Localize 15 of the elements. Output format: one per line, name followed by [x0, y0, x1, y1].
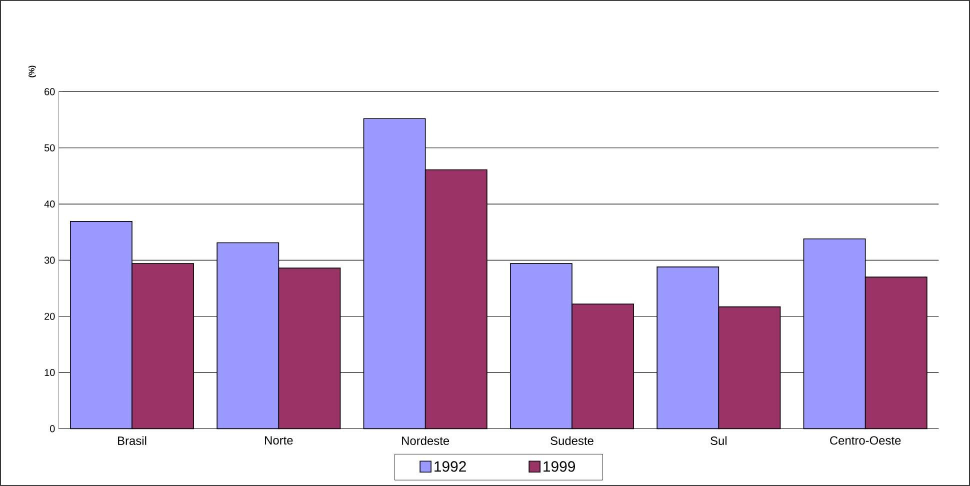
x-tick-label: Sudeste: [550, 436, 594, 445]
y-tick-label: 10: [44, 369, 55, 376]
legend-label: 1992: [434, 461, 466, 472]
x-tick-label: Centro-Oeste: [830, 436, 901, 445]
x-tick-label: Norte: [265, 436, 293, 445]
legend-label: 1999: [544, 461, 575, 472]
y-tick-label: 0: [50, 425, 55, 432]
y-tick-label: 40: [44, 200, 55, 208]
y-tick-label: 50: [44, 144, 55, 152]
x-tick-label: Nordeste: [402, 436, 450, 445]
x-tick-label: Brasil: [118, 436, 146, 445]
x-tick-label: Sul: [710, 436, 727, 445]
y-tick-label: 60: [44, 88, 55, 96]
y-tick-label: 20: [44, 312, 55, 320]
y-tick-label: 30: [44, 256, 55, 264]
